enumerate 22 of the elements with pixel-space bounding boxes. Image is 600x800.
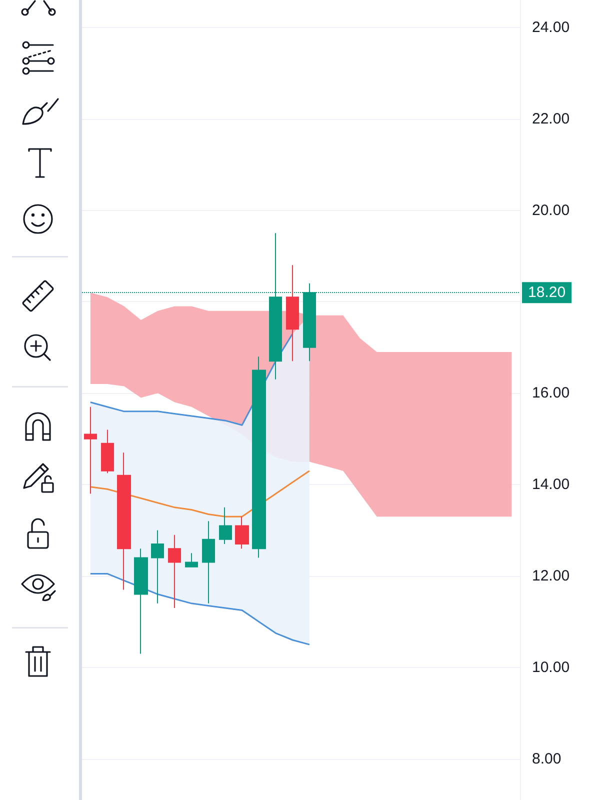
y-tick-label: 20.00 <box>532 202 570 219</box>
y-tick-label: 22.00 <box>532 110 570 128</box>
line-series <box>90 572 310 646</box>
y-tick-label: 10.00 <box>532 658 570 676</box>
candlestick <box>101 429 114 474</box>
y-tick-label: 24.00 <box>532 18 570 36</box>
y-tick-label: 8.00 <box>532 750 562 768</box>
candlestick <box>185 552 198 568</box>
candlestick <box>252 356 266 558</box>
y-tick-label: 16.00 <box>532 384 570 402</box>
candlestick <box>117 452 131 590</box>
candlestick <box>235 516 249 550</box>
candlestick <box>134 548 148 654</box>
y-tick-label: 14.00 <box>532 476 570 494</box>
candlestick <box>219 506 232 544</box>
candlestick <box>84 406 97 494</box>
candlestick <box>286 264 299 362</box>
y-tick-label: 12.00 <box>532 568 570 584</box>
candlestick <box>168 534 181 608</box>
candlestick <box>202 520 215 604</box>
candlestick <box>151 530 164 604</box>
ref-line-label: 18.20 <box>528 284 566 302</box>
